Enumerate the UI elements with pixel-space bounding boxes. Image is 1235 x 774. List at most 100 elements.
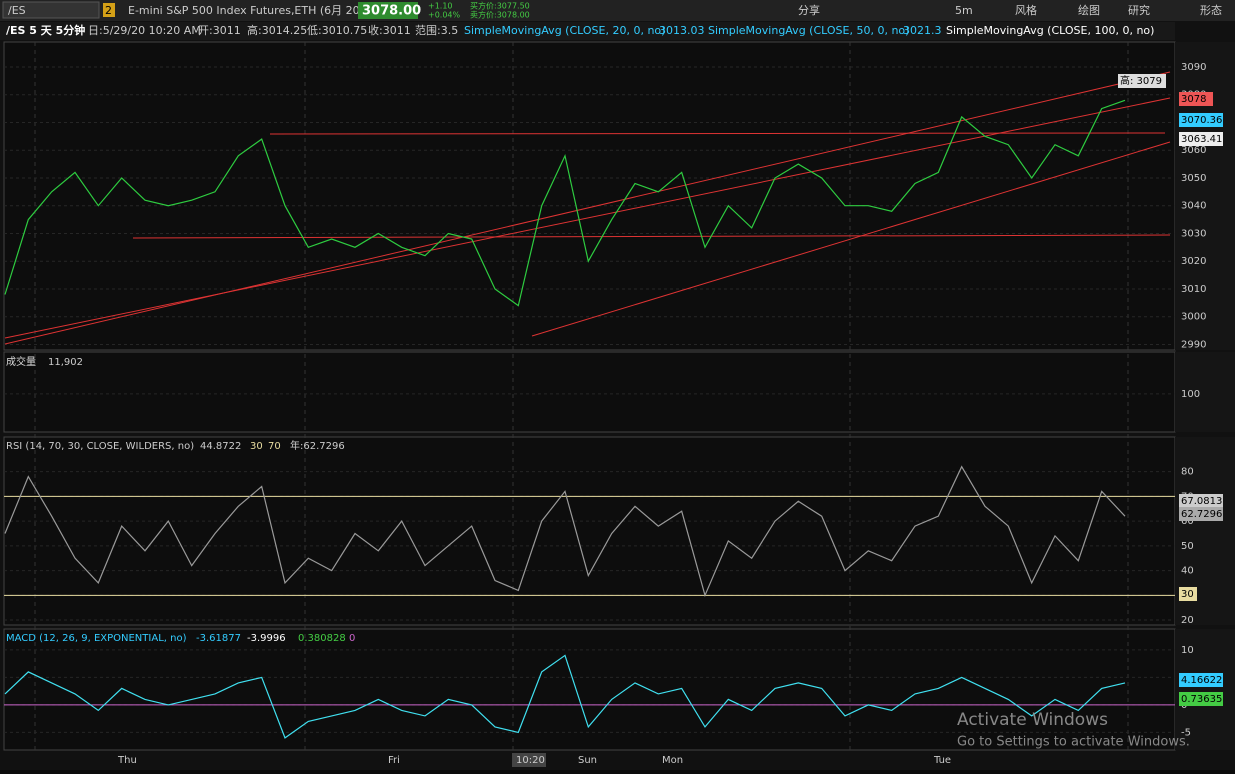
rsi-label-c: 30 — [1181, 589, 1194, 600]
toolbar — [0, 0, 1235, 21]
volume-title: 成交量 — [6, 355, 36, 368]
bid: 买方价:3077.50 — [470, 1, 530, 11]
toolbar-button[interactable]: 研究 — [1128, 3, 1150, 17]
y-tick-label: 3010 — [1181, 284, 1206, 295]
axis-area — [1175, 629, 1235, 750]
panel — [3, 436, 1176, 626]
rsi-year: 年:62.7296 — [290, 439, 345, 452]
header — [0, 22, 1175, 40]
trend-line — [132, 234, 1171, 239]
macd-label-a-bg — [1179, 673, 1223, 687]
x-tick-label: Tue — [933, 755, 951, 766]
y-tick-label: 3000 — [1181, 312, 1206, 323]
last-bg — [358, 2, 418, 19]
rsi-value: 44.8722 — [200, 441, 241, 452]
axis-area — [1175, 352, 1235, 432]
panel — [3, 351, 1176, 433]
watermark-title: Activate Windows — [957, 710, 1108, 730]
rsi-label-a: 67.0813 — [1181, 496, 1222, 507]
high-label: 高: 3079 — [1120, 74, 1162, 87]
rsi-oversold: 30 — [250, 441, 263, 452]
description: E-mini S&P 500 Index Futures,ETH (6月 20) — [128, 4, 364, 17]
toolbar-button[interactable]: 风格 — [1015, 3, 1037, 17]
y-tick-label: 3090 — [1181, 62, 1206, 73]
open: 开:3011 — [198, 24, 241, 37]
cursor-time-bg — [512, 753, 546, 767]
rsi-label-c-bg — [1179, 587, 1197, 601]
macd-label-b: 0.73635 — [1181, 694, 1222, 705]
trend-line — [269, 132, 1166, 135]
ask: 卖方价:3078.00 — [470, 10, 530, 20]
x-tick-label: 10:20 — [516, 755, 545, 766]
y-tick-label: 80 — [1181, 467, 1194, 478]
rsi-label-b: 62.7296 — [1181, 509, 1222, 520]
macd-label-b-bg — [1179, 692, 1223, 706]
macd-diff: 0.380828 — [298, 633, 346, 644]
macd-value: -3.61877 — [196, 633, 241, 644]
sma20-value: 3013.03 — [659, 24, 705, 37]
symbol-period: /ES 5 天 5分钟 — [6, 23, 85, 37]
axis-area — [1175, 42, 1235, 350]
sma50-value: 3021.3 — [903, 24, 942, 37]
badge-bg — [103, 3, 115, 17]
watermark-text: Go to Settings to activate Windows. — [957, 735, 1190, 750]
sma20: SimpleMovingAvg (CLOSE, 20, 0, no) — [464, 24, 665, 37]
y-tick-label: 100 — [1181, 389, 1200, 400]
macd-line — [4, 654, 1126, 739]
volume-value: 11,902 — [48, 357, 83, 368]
panel — [3, 628, 1176, 751]
symbol-input[interactable] — [2, 1, 100, 19]
rsi-title: RSI (14, 70, 30, CLOSE, WILDERS, no) — [6, 441, 194, 452]
trend-line — [531, 141, 1171, 337]
x-tick-label: Mon — [662, 755, 683, 766]
rsi-line — [4, 465, 1126, 598]
change-pct: +0.04% — [428, 11, 461, 20]
sma20-label-bg — [1179, 113, 1223, 127]
toolbar-button[interactable]: 5m — [955, 4, 973, 17]
x-tick-label: Thu — [117, 755, 137, 766]
rsi-label-a-bg — [1179, 494, 1223, 508]
sma100-label: 3063.41 — [1181, 134, 1222, 145]
y-tick-label: 40 — [1181, 566, 1194, 577]
symbol: /ES — [8, 4, 26, 17]
sma50: SimpleMovingAvg (CLOSE, 50, 0, no) — [708, 24, 909, 37]
y-tick-label: 3020 — [1181, 256, 1206, 267]
trend-line — [4, 71, 1171, 345]
x-tick-label: Sun — [578, 755, 597, 766]
sma100-label-bg — [1179, 132, 1223, 146]
badge: 2 — [105, 4, 112, 17]
toolbar-button[interactable]: 分享 — [798, 3, 820, 17]
date: 日:5/29/20 10:20 AM — [88, 24, 201, 37]
panel — [3, 41, 1176, 351]
x-tick-label: Fri — [388, 755, 400, 766]
last-label-bg — [1179, 92, 1213, 106]
rsi-label-b-bg — [1179, 507, 1223, 521]
macd-label-a: 4.16622 — [1181, 675, 1222, 686]
y-tick-label: 10 — [1181, 645, 1194, 656]
toolbar-button[interactable]: 形态 — [1200, 4, 1222, 17]
y-tick-label: 3040 — [1181, 201, 1206, 212]
last-label: 3078 — [1181, 94, 1206, 105]
macd-title: MACD (12, 26, 9, EXPONENTIAL, no) — [6, 633, 187, 644]
y-tick-label: 50 — [1181, 541, 1194, 552]
toolbar-button[interactable]: 绘图 — [1078, 3, 1100, 17]
y-tick-label: 60 — [1181, 516, 1194, 527]
y-tick-label: 3050 — [1181, 173, 1206, 184]
y-tick-label: 3030 — [1181, 228, 1206, 239]
high: 高:3014.25 — [247, 23, 307, 37]
y-tick-label: 2990 — [1181, 339, 1206, 350]
macd-avg: -3.9996 — [247, 633, 286, 644]
range: 范围:3.5 — [415, 23, 458, 37]
low: 低:3010.75 — [307, 24, 367, 37]
y-tick-label: 3060 — [1181, 145, 1206, 156]
close: 收:3011 — [368, 23, 411, 37]
y-tick-label: -5 — [1181, 727, 1191, 738]
high-label-bg — [1118, 74, 1166, 88]
trend-line — [4, 97, 1171, 339]
price-line — [4, 99, 1126, 307]
macd-zero: 0 — [349, 633, 355, 644]
sma20-label: 3070.36 — [1181, 115, 1222, 126]
y-tick-label: 20 — [1181, 615, 1194, 626]
change: +1.10 — [428, 2, 453, 11]
